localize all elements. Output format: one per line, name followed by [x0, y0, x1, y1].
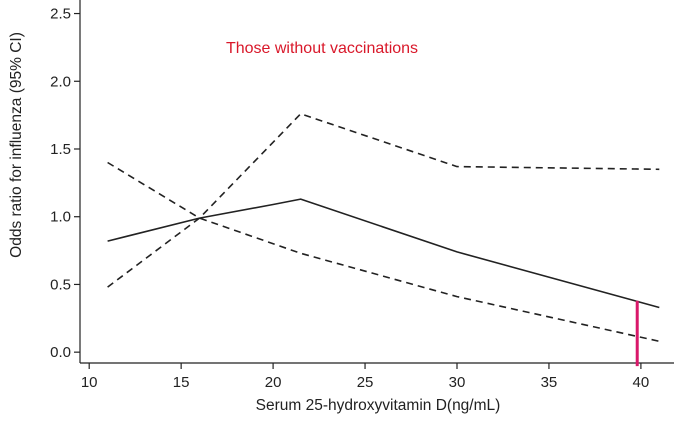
estimate-line	[107, 198, 660, 309]
x-tick-label: 30	[449, 374, 466, 391]
x-tick-label: 20	[265, 374, 282, 391]
x-tick-label: 35	[541, 374, 558, 391]
y-tick-label: 2.0	[50, 73, 71, 90]
y-tick-label: 0.0	[50, 344, 71, 361]
x-axis-label: Serum 25-hydroxyvitamin D(ng/mL)	[256, 397, 501, 414]
axes-layer: 0.0 0.5 1.0 1.5 2.0 2.5 10 15 20 25 30 35 40	[50, 0, 674, 391]
ci-bound-line-1	[107, 113, 660, 288]
ci-bound-line-2	[107, 161, 660, 343]
y-tick-label: 1.0	[50, 209, 71, 226]
chart-annotation: Those without vaccinations	[226, 40, 418, 57]
series-layer	[107, 113, 660, 343]
y-tick-label: 2.5	[50, 6, 71, 23]
x-tick-label: 15	[173, 374, 190, 391]
x-tick-label: 10	[81, 374, 98, 391]
y-tick-label: 0.5	[50, 276, 71, 293]
y-tick-label: 1.5	[50, 141, 71, 158]
x-tick-label: 25	[357, 374, 374, 391]
y-axis-label: Odds ratio for influenza (95% CI)	[8, 32, 25, 258]
x-tick-label: 40	[633, 374, 650, 391]
